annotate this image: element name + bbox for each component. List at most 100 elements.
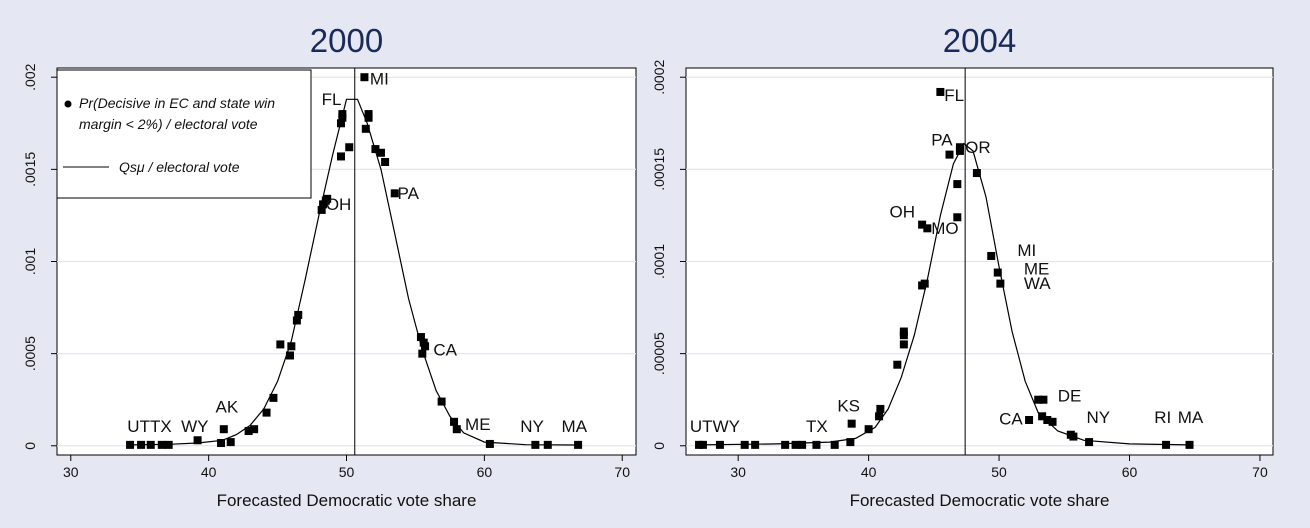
y-tick-label: .00015 bbox=[651, 148, 667, 191]
point-label: FL bbox=[322, 90, 342, 109]
data-point bbox=[920, 279, 929, 288]
data-point bbox=[846, 438, 855, 447]
x-tick-label: 30 bbox=[63, 464, 79, 480]
x-tick-label: 50 bbox=[339, 464, 355, 480]
point-label: ME bbox=[465, 415, 491, 434]
data-point bbox=[485, 439, 494, 448]
point-label: CA bbox=[999, 410, 1023, 429]
legend-entry-text: margin < 2%) / electoral vote bbox=[79, 116, 258, 132]
data-point bbox=[292, 316, 301, 325]
data-point bbox=[418, 349, 427, 358]
legend-box bbox=[56, 69, 312, 199]
x-tick-label: 30 bbox=[730, 464, 746, 480]
data-point bbox=[918, 220, 927, 229]
data-point bbox=[364, 113, 373, 122]
point-label: OH bbox=[889, 202, 915, 221]
chart-panel-2000: 2000 0 .0005 .001 .0015 .002 30 40 50 60 70 Forecas… bbox=[10, 5, 650, 520]
x-tick-label: 60 bbox=[1122, 464, 1138, 480]
x-tick-label: 60 bbox=[477, 464, 493, 480]
point-label: TX bbox=[806, 417, 828, 436]
y-tick-label: 0 bbox=[22, 442, 38, 450]
x-tick-label: 70 bbox=[614, 464, 630, 480]
data-point bbox=[157, 440, 166, 449]
data-point bbox=[899, 331, 908, 340]
point-label: MA bbox=[1178, 408, 1204, 427]
y-tick-label: .00005 bbox=[651, 332, 667, 375]
data-point bbox=[945, 150, 954, 159]
data-point bbox=[146, 440, 155, 449]
data-point bbox=[381, 157, 390, 166]
data-point bbox=[450, 417, 459, 426]
data-point bbox=[193, 436, 202, 445]
data-point bbox=[574, 440, 583, 449]
data-point bbox=[781, 440, 790, 449]
point-label: ME bbox=[1024, 259, 1049, 278]
point-label: RI bbox=[1154, 408, 1171, 427]
data-point bbox=[996, 279, 1005, 288]
data-point bbox=[543, 440, 552, 449]
data-point bbox=[262, 408, 271, 417]
data-point bbox=[421, 342, 430, 351]
x-tick-label: 40 bbox=[861, 464, 877, 480]
data-point bbox=[390, 189, 399, 198]
legend-dot-symbol bbox=[64, 100, 72, 108]
data-point bbox=[416, 333, 425, 342]
data-point bbox=[338, 110, 347, 119]
data-point bbox=[715, 440, 724, 449]
point-label: MA bbox=[562, 417, 588, 436]
data-point bbox=[1185, 440, 1194, 449]
point-label: MI bbox=[1017, 241, 1036, 260]
data-point bbox=[1069, 432, 1078, 441]
data-point bbox=[936, 87, 945, 96]
data-point bbox=[437, 397, 446, 406]
data-point bbox=[864, 425, 873, 434]
point-label: PA bbox=[398, 184, 420, 203]
data-point bbox=[923, 224, 932, 233]
point-label: WY bbox=[181, 417, 208, 436]
y-tick-label: .002 bbox=[22, 63, 38, 90]
data-point bbox=[269, 393, 278, 402]
data-point bbox=[360, 73, 369, 82]
data-point bbox=[345, 143, 354, 152]
point-label: WA bbox=[1024, 274, 1051, 293]
point-label: DE bbox=[1058, 387, 1082, 406]
point-label: KS bbox=[837, 397, 860, 416]
data-point bbox=[1085, 438, 1094, 447]
point-label: NY bbox=[520, 417, 544, 436]
data-point bbox=[217, 439, 226, 448]
data-point bbox=[276, 340, 285, 349]
legend-entry-text: Pr(Decisive in EC and state win bbox=[79, 95, 275, 111]
chart-title: 2004 bbox=[943, 22, 1016, 59]
data-point bbox=[987, 251, 996, 260]
x-tick-label: 50 bbox=[991, 464, 1007, 480]
data-point bbox=[294, 310, 303, 319]
data-point bbox=[336, 119, 345, 128]
data-point bbox=[336, 152, 345, 161]
data-point bbox=[219, 425, 228, 434]
x-tick-label: 40 bbox=[201, 464, 217, 480]
point-label: NY bbox=[1086, 408, 1110, 427]
x-axis-label: Forecasted Democratic vote share bbox=[217, 491, 477, 510]
x-axis-label: Forecasted Democratic vote share bbox=[850, 491, 1110, 510]
data-point bbox=[361, 124, 370, 133]
x-tick-label: 70 bbox=[1252, 464, 1268, 480]
data-point bbox=[993, 268, 1002, 277]
data-point bbox=[955, 146, 964, 155]
point-label: OH bbox=[326, 195, 352, 214]
data-point bbox=[244, 427, 253, 436]
y-tick-label: .0015 bbox=[22, 152, 38, 187]
point-label: UTTX bbox=[127, 417, 171, 436]
data-point bbox=[285, 351, 294, 360]
y-tick-label: .0002 bbox=[651, 59, 667, 94]
data-point bbox=[164, 440, 173, 449]
data-point bbox=[226, 438, 235, 447]
point-label: AK bbox=[216, 398, 239, 417]
point-label: FL bbox=[944, 86, 964, 105]
point-label: MO bbox=[931, 219, 958, 238]
data-point bbox=[1048, 417, 1057, 426]
data-point bbox=[323, 194, 332, 203]
data-point bbox=[876, 404, 885, 413]
point-label: UTWY bbox=[690, 417, 740, 436]
data-point bbox=[1043, 415, 1052, 424]
